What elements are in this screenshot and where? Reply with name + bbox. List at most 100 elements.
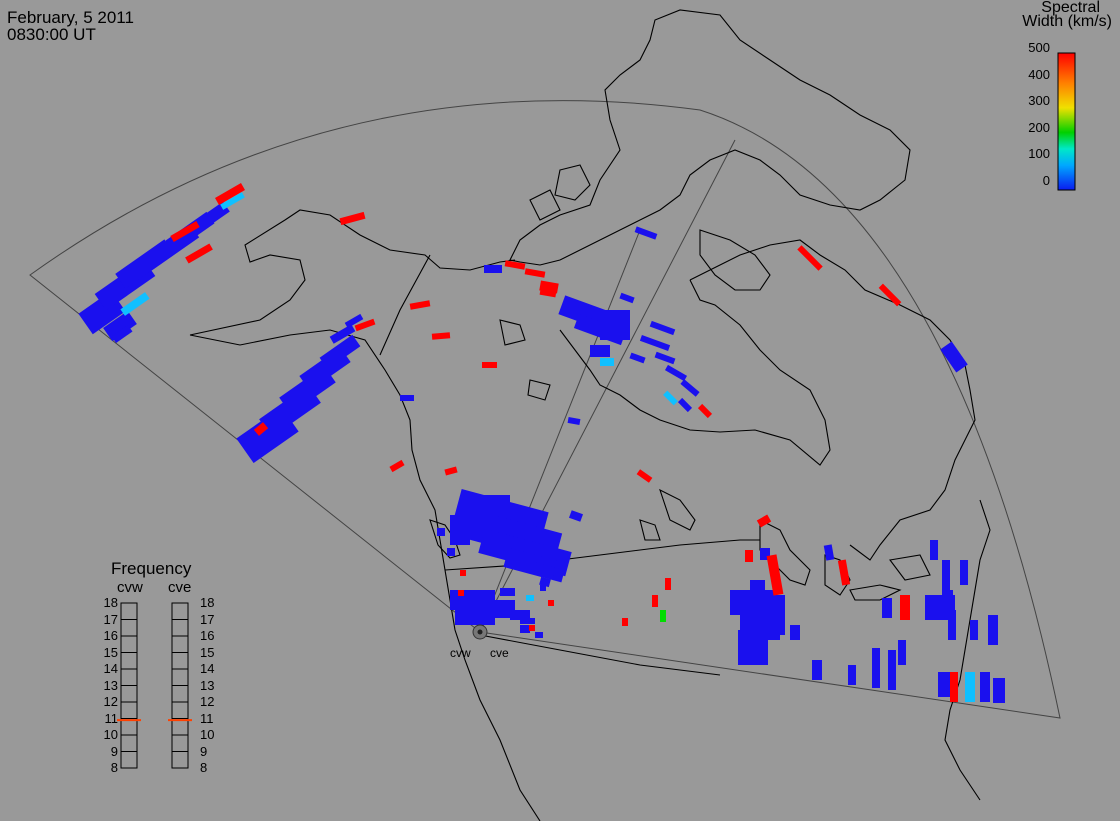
echo-cell: [619, 292, 635, 304]
echo-cell: [458, 590, 464, 596]
frequency-tick-right: 13: [200, 677, 215, 693]
frequency-tick-right: 14: [200, 661, 215, 676]
echo-cell: [738, 630, 768, 665]
echo-cell: [344, 313, 364, 329]
frequency-tick-left: 17: [103, 611, 118, 627]
echo-cell: [665, 578, 671, 590]
echo-cell: [797, 245, 823, 271]
echo-cell: [526, 595, 534, 601]
echo-cell: [636, 469, 653, 483]
frequency-tick-right: 17: [200, 611, 215, 627]
echo-cell: [837, 559, 851, 586]
echo-cell: [680, 379, 700, 397]
echo-cell: [539, 288, 557, 298]
echo-cell: [444, 466, 458, 476]
echo-cell: [400, 395, 414, 401]
colorbar-tick: 400: [1028, 66, 1050, 82]
frequency-title: Frequency: [111, 559, 192, 578]
echo-cell: [942, 560, 950, 610]
echo-cell: [980, 672, 990, 702]
echo-cell: [898, 640, 906, 665]
colorbar-tick: 100: [1028, 146, 1050, 161]
colorbar-tick: 500: [1028, 40, 1050, 55]
echo-cell: [945, 590, 953, 610]
echo-cell: [765, 595, 775, 635]
echo-cell: [568, 510, 584, 522]
echo-cell: [756, 514, 772, 528]
echo-cell: [760, 548, 770, 560]
frequency-tick-right: 10: [200, 727, 215, 742]
echo-cell: [220, 192, 245, 210]
echo-cell: [103, 310, 137, 342]
frequency-tick-right: 9: [200, 743, 208, 759]
frequency-tick-right: 18: [200, 595, 215, 610]
echo-cell: [930, 540, 938, 560]
frequency-tick-left: 15: [103, 644, 118, 660]
echo-cell: [823, 544, 835, 561]
echo-cell: [590, 345, 610, 357]
echo-cell: [634, 226, 658, 240]
echo-cell: [354, 318, 376, 332]
echo-cell: [170, 220, 200, 243]
echo-cell: [455, 605, 495, 625]
echo-cell: [339, 211, 366, 226]
echo-cell: [329, 324, 356, 344]
echo-cell: [654, 351, 676, 365]
colorbar-title-line2: Width (km/s): [1022, 13, 1112, 30]
echo-cell: [524, 268, 546, 278]
echo-cell: [111, 324, 133, 344]
fov-outline: [29, 100, 1061, 719]
echo-cell: [529, 625, 535, 631]
frequency-tick-right: 16: [200, 628, 215, 643]
echo-cell: [629, 352, 646, 364]
echo-cell: [993, 678, 1005, 703]
echo-cell: [190, 201, 230, 235]
echo-cell: [872, 648, 880, 688]
echo-cell: [529, 561, 561, 577]
frequency-tick-left: 16: [103, 628, 118, 643]
frequency-tick-right: 12: [200, 694, 215, 709]
site-label-cvw: cvw: [450, 646, 471, 660]
echo-cell: [812, 660, 822, 680]
echo-cell: [900, 595, 910, 620]
echo-cell: [988, 615, 998, 645]
echo-cell: [790, 625, 800, 640]
echo-cell: [664, 364, 688, 382]
echo-cell: [950, 672, 958, 702]
echo-cell: [500, 588, 515, 596]
colorbar-title-line1: Spectral: [1041, 0, 1100, 16]
echo-cell: [460, 570, 466, 576]
echo-cell: [622, 618, 628, 626]
frequency-tick-right: 11: [200, 710, 214, 726]
radar-label-cve: cve: [168, 579, 192, 596]
echo-cell: [948, 610, 956, 640]
frequency-ladders: [117, 602, 192, 769]
frequency-tick-left: 12: [103, 694, 118, 709]
frequency-tick-left: 11: [104, 710, 119, 726]
date-label: February, 5 2011: [7, 8, 134, 27]
echo-cell: [750, 580, 765, 595]
frequency-tick-left: 18: [103, 595, 118, 610]
echo-cell: [878, 283, 902, 307]
echo-cell: [490, 600, 515, 618]
echo-cell: [437, 528, 445, 536]
echo-cell: [215, 183, 245, 205]
echo-cell: [450, 515, 470, 545]
colorbar-tick: 200: [1028, 119, 1050, 135]
frequency-tick-left: 14: [103, 661, 118, 676]
echo-cell: [938, 672, 953, 697]
echo-cell: [965, 672, 975, 702]
time-label: 0830:00 UT: [7, 25, 96, 44]
echo-cell: [882, 598, 892, 618]
colorbar: [1057, 52, 1076, 191]
echo-cell: [504, 260, 526, 270]
echo-cell: [510, 610, 530, 620]
echo-cell: [600, 358, 614, 366]
frequency-tick-left: 10: [103, 727, 118, 742]
frequency-tick-left: 9: [110, 743, 118, 759]
frequency-tick-left: 8: [110, 760, 118, 775]
echo-cell: [639, 335, 671, 351]
echo-cell: [120, 292, 150, 316]
frequency-tick-right: 15: [200, 644, 215, 660]
